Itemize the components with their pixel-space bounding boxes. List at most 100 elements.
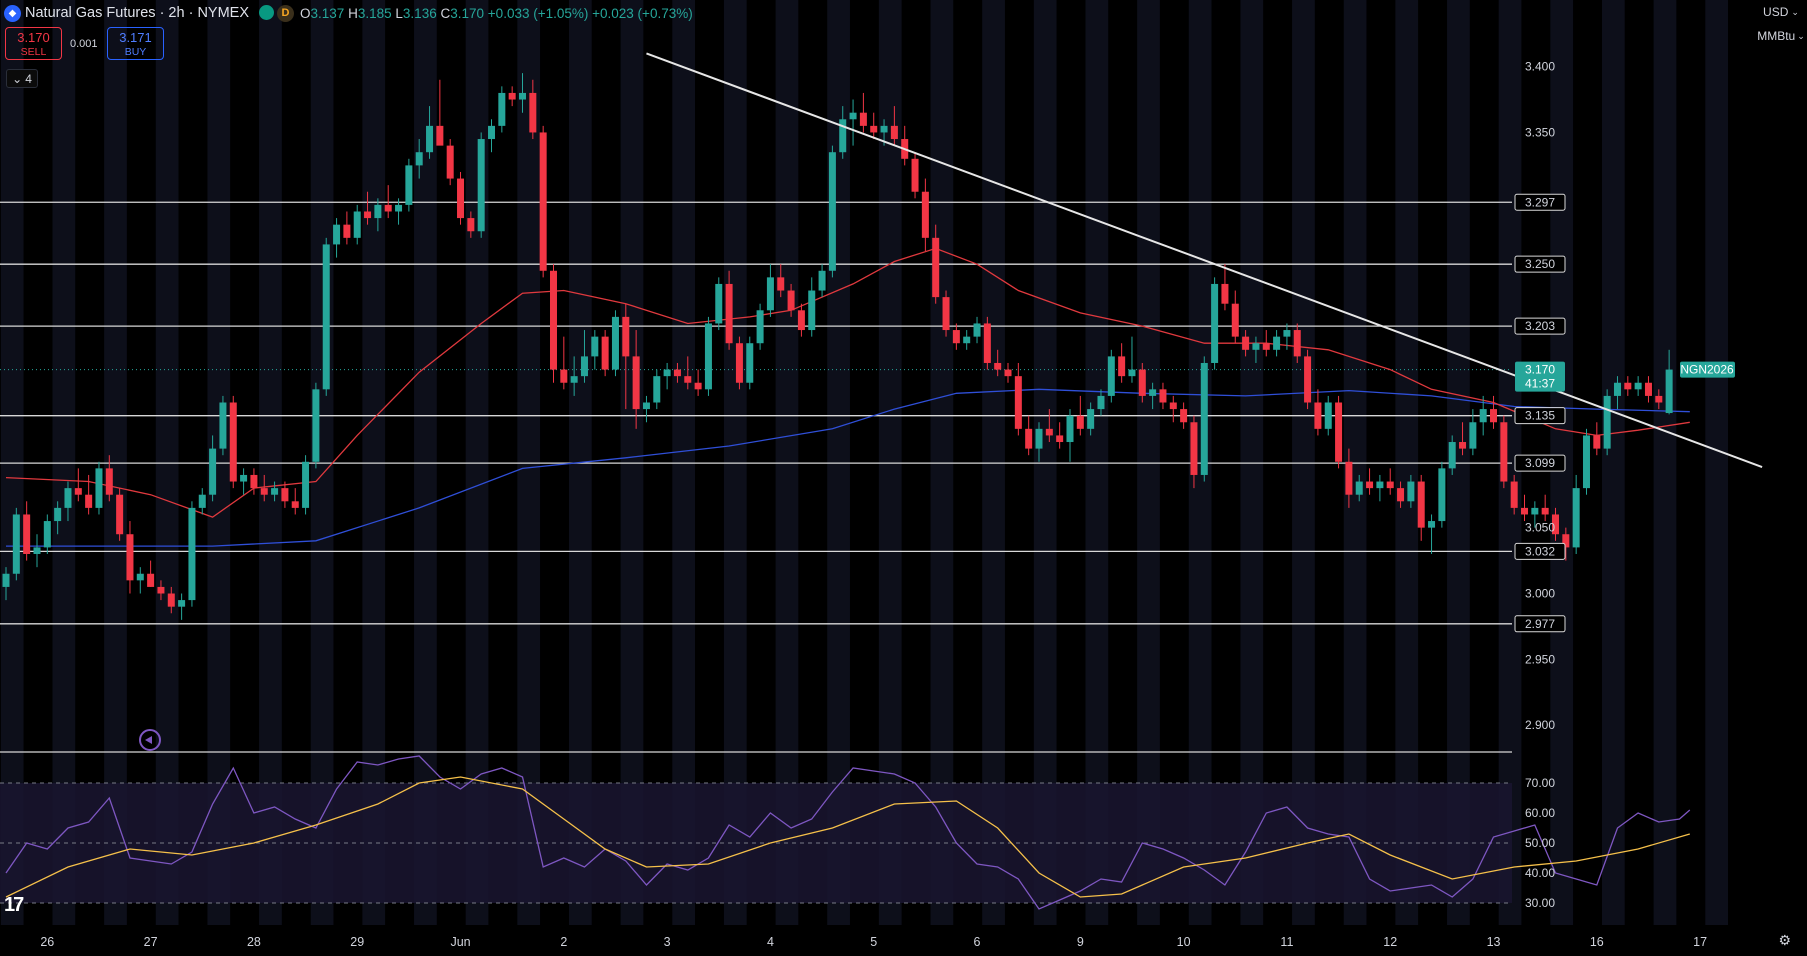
candle-body [95, 468, 103, 508]
sell-price: 3.170 [17, 30, 50, 45]
time-tick-label: 17 [1693, 935, 1707, 949]
candle-body [1438, 468, 1446, 522]
candle-body [777, 277, 785, 291]
candle-body [1665, 369, 1673, 414]
time-tick-label: 29 [350, 935, 364, 949]
buy-button[interactable]: 3.171 BUY [107, 27, 164, 60]
candle-body [457, 178, 465, 219]
price-tick-label: 3.203 [1525, 319, 1555, 333]
candle-body [1087, 409, 1095, 429]
candle-body [519, 92, 526, 100]
buy-label: BUY [124, 46, 147, 58]
candle-body [932, 237, 940, 298]
candle-body [178, 600, 186, 607]
candle-body [1231, 303, 1239, 337]
candle-body [322, 244, 330, 390]
price-tick-label: 3.400 [1525, 60, 1555, 74]
candle-body [1634, 382, 1642, 390]
candle-body [1211, 283, 1219, 363]
settings-gear-icon[interactable]: ⚙ [1778, 932, 1791, 948]
candle-body [715, 283, 723, 324]
candle-body [1252, 343, 1260, 350]
ohlc-readout: O3.137 H3.185 L3.136 C3.170 +0.033 (+1.0… [300, 6, 693, 21]
tradingview-logo-icon[interactable]: 17 [4, 894, 24, 916]
level-label-box [1514, 317, 1566, 335]
candle-body [1138, 369, 1146, 396]
candle-body [105, 468, 113, 495]
candle-body [1025, 428, 1033, 449]
price-tick-label: 2.977 [1525, 617, 1555, 631]
spread-value: 0.001 [70, 38, 98, 50]
time-axis: 26 27 28 29 Jun 2 3 4 5 6 9 10 11 12 13 16 17 [40, 935, 1707, 949]
candle-body [549, 270, 557, 370]
candle-body [859, 112, 867, 126]
high-label: H [348, 5, 358, 21]
candle-body [1314, 402, 1322, 429]
change-value: +0.033 (+1.05%) [487, 5, 589, 21]
candle-body [622, 316, 630, 357]
candle-body [1262, 343, 1270, 350]
rsi-tick-label: 50.00 [1525, 836, 1555, 850]
candle-body [560, 369, 568, 383]
candle-body [281, 488, 289, 502]
candle-body [198, 494, 206, 508]
time-tick-label: 6 [974, 935, 981, 949]
candle-body [1118, 356, 1126, 377]
candle-body [312, 389, 320, 462]
candle-body [611, 316, 619, 370]
candle-body [1293, 330, 1301, 357]
candle-body [498, 92, 506, 126]
candle-body [219, 402, 227, 449]
symbol-title[interactable]: Natural Gas Futures · 2h · NYMEX [25, 5, 250, 21]
candle-body [839, 119, 847, 153]
candle-body [353, 211, 361, 238]
indicators-toggle[interactable]: ⌄ 4 [6, 69, 38, 88]
unit-select[interactable]: MMBtu ⌄ [1755, 26, 1807, 46]
rsi-tick-label: 30.00 [1525, 896, 1555, 910]
candle-body [642, 402, 650, 410]
candle-body [1407, 481, 1415, 502]
candle-body [921, 191, 929, 238]
candle-body [673, 369, 681, 377]
session-band [1601, 0, 1625, 925]
candle-body [1490, 409, 1498, 423]
price-tick-label: 3.099 [1525, 456, 1555, 470]
candle-body [1376, 481, 1384, 489]
indicators-count: 4 [25, 71, 32, 86]
candle-body [1169, 402, 1177, 410]
price-tick-label: 3.032 [1525, 544, 1555, 558]
candle-body [74, 488, 82, 495]
candle-body [684, 376, 692, 383]
price-tag-value: 3.170 [1525, 363, 1555, 377]
close-label: C [440, 5, 451, 21]
moving-averages [5, 247, 1690, 547]
candle-body [260, 488, 268, 495]
time-tick-label: 26 [40, 935, 54, 949]
candle-body [405, 165, 413, 205]
candle-body [250, 474, 258, 489]
price-tick-label: 2.950 [1525, 652, 1555, 666]
candle-body [395, 204, 403, 212]
rsi-line [5, 755, 1691, 910]
candle-body [374, 204, 382, 219]
replay-icon[interactable] [139, 729, 161, 751]
time-tick-label: 4 [767, 935, 774, 949]
candle-body [973, 323, 981, 337]
replay-icon-glyph [145, 736, 152, 744]
candle-body [23, 514, 31, 554]
sell-button[interactable]: 3.170 SELL [5, 27, 62, 60]
chevron-down-icon: ⌄ [12, 71, 23, 86]
candle-body [704, 323, 712, 390]
currency-select[interactable]: USD ⌄ [1755, 2, 1807, 22]
candle-body [1128, 369, 1136, 377]
candle-body [1510, 481, 1518, 508]
candle-body [766, 277, 774, 311]
candle-body [735, 343, 743, 383]
candle-body [787, 290, 795, 311]
chart-header: ◆ Natural Gas Futures · 2h · NYMEX D O3.… [0, 0, 693, 26]
time-tick-label: 13 [1487, 935, 1501, 949]
rsi-tick-label: 40.00 [1525, 866, 1555, 880]
candle-body [1386, 481, 1394, 489]
